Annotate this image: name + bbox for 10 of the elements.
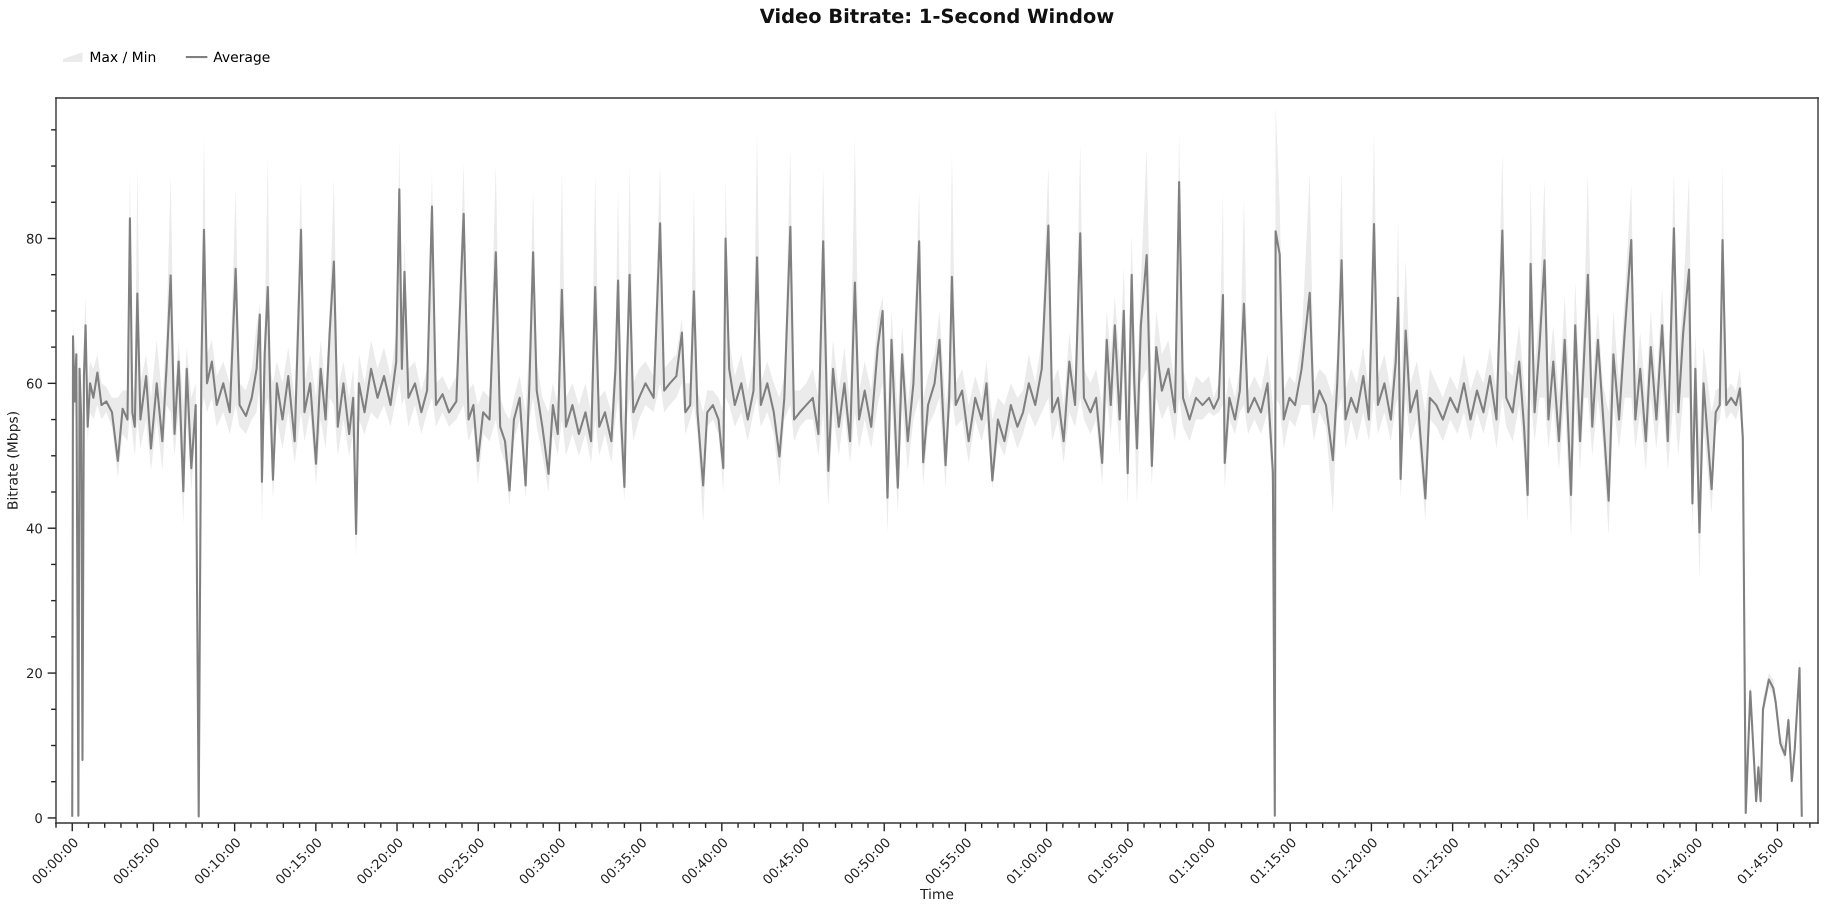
x-axis-title: Time — [919, 888, 954, 900]
y-tick-label: 0 — [35, 813, 42, 824]
legend-label: Average — [213, 51, 270, 65]
y-tick-label: 20 — [26, 668, 42, 679]
y-axis-title: Bitrate (Mbps) — [7, 412, 21, 509]
chart-title: Video Bitrate: 1-Second Window — [759, 8, 1114, 24]
y-tick-label: 40 — [26, 523, 42, 534]
y-tick-label: 80 — [26, 233, 42, 244]
y-tick-label: 60 — [26, 378, 42, 389]
legend-label: Max / Min — [90, 51, 156, 64]
